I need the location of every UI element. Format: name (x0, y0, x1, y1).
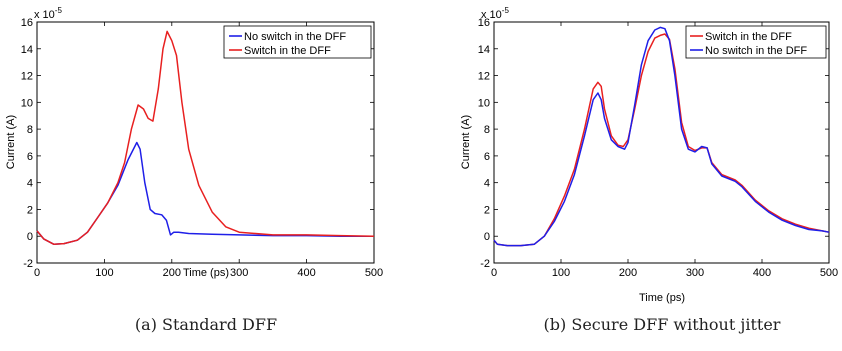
y-exponent-power: -5 (502, 6, 510, 15)
legend-label-series-2: Switch in the DFF (244, 45, 331, 57)
y-tick-label: 12 (21, 71, 33, 83)
y-tick-label: 2 (484, 204, 490, 216)
x-tick-label: 100 (95, 267, 113, 279)
series-line-2 (36, 30, 375, 246)
y-tick-label: 4 (484, 178, 490, 190)
x-tick-label: 300 (686, 267, 704, 279)
y-exponent-label: x 10-5 (481, 6, 509, 21)
y-axis-label: Current (A) (5, 115, 17, 169)
y-tick-label: 6 (484, 151, 490, 163)
legend-label-series-1: No switch in the DFF (244, 31, 346, 43)
legend: Switch in the DFF No switch in the DFF (685, 25, 827, 59)
y-tick-label: -2 (23, 258, 33, 270)
y-tick-label: 6 (27, 151, 33, 163)
x-axis-label: Time (ps) (183, 267, 229, 279)
y-exponent-power: -5 (55, 6, 63, 15)
legend-label-series-1: Switch in the DFF (705, 31, 792, 43)
series-layer (36, 30, 375, 246)
y-tick-label: 16 (478, 17, 490, 29)
plot-area-frame (493, 21, 830, 264)
series-line-1 (493, 33, 830, 247)
y-tick-label: 4 (27, 178, 33, 190)
x-tick-label: 0 (491, 267, 497, 279)
legend-box (223, 25, 372, 59)
legend-box (685, 25, 827, 59)
legend-label-series-2: No switch in the DFF (705, 45, 807, 57)
y-tick-label: 0 (27, 231, 33, 243)
caption-b: (b) Secure DFF without jitter (544, 315, 781, 334)
y-tick-label: -2 (480, 258, 490, 270)
x-axis-label: Time (ps) (639, 292, 685, 304)
y-tick-label: 10 (478, 97, 490, 109)
y-tick-label: 14 (478, 44, 490, 56)
x-tick-label: 200 (163, 267, 181, 279)
x-tick-label: 500 (820, 267, 838, 279)
series-layer (493, 26, 830, 247)
y-tick-label: 2 (27, 204, 33, 216)
y-exponent-base: x 10 (34, 9, 55, 21)
series-line-2 (493, 26, 830, 247)
y-tick-label: 0 (484, 231, 490, 243)
x-tick-label: 100 (552, 267, 570, 279)
caption-a: (a) Standard DFF (135, 315, 277, 334)
x-tick-label: 300 (230, 267, 248, 279)
y-tick-label: 8 (27, 124, 33, 136)
y-exponent-label: x 10-5 (34, 6, 62, 21)
legend: No switch in the DFF Switch in the DFF (223, 25, 372, 59)
y-tick-label: 16 (21, 17, 33, 29)
x-tick-label: 400 (753, 267, 771, 279)
y-axis-label: Current (A) (460, 115, 472, 169)
y-exponent-base: x 10 (481, 9, 502, 21)
x-tick-label: 0 (34, 267, 40, 279)
x-tick-label: 200 (619, 267, 637, 279)
x-tick-label: 400 (297, 267, 315, 279)
y-tick-label: 14 (21, 44, 33, 56)
y-tick-label: 12 (478, 71, 490, 83)
y-tick-label: 10 (21, 97, 33, 109)
x-tick-label: 500 (365, 267, 383, 279)
y-tick-label: 8 (484, 124, 490, 136)
